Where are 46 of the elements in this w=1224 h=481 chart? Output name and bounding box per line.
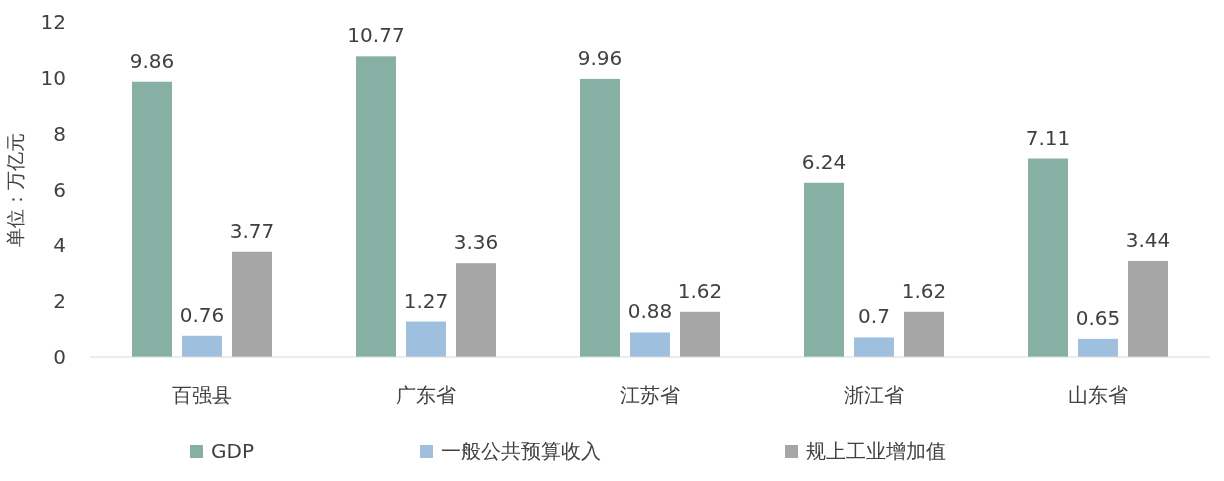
bar [182, 335, 222, 357]
data-label: 3.44 [1125, 227, 1171, 252]
data-label: 1.62 [901, 278, 947, 303]
bar [1078, 338, 1118, 357]
x-tick-label: 百强县 [172, 383, 232, 407]
bar [232, 251, 272, 357]
legend-label: 规上工业增加值 [806, 439, 946, 463]
bar [804, 182, 844, 357]
y-tick-label: 2 [53, 289, 66, 314]
bar [630, 332, 670, 357]
y-tick-label: 0 [53, 345, 66, 369]
data-label: 1.27 [403, 288, 449, 313]
data-label: 10.77 [347, 23, 405, 48]
y-tick-label: 8 [53, 121, 66, 146]
data-label: 0.65 [1075, 305, 1121, 330]
data-label: 0.7 [858, 304, 890, 329]
bar [132, 81, 172, 357]
bar [356, 56, 396, 357]
data-label: 1.62 [677, 278, 723, 303]
data-label: 3.77 [229, 218, 275, 243]
legend-label: 一般公共预算收入 [441, 439, 601, 463]
y-tick-label: 6 [53, 177, 66, 202]
data-label: 0.76 [179, 302, 225, 327]
bar [580, 78, 620, 357]
bar [854, 337, 894, 357]
legend-label: GDP [211, 439, 254, 463]
x-tick-label: 山东省 [1068, 383, 1128, 407]
data-label: 9.96 [577, 45, 623, 70]
bar [456, 263, 496, 357]
data-label: 9.86 [129, 48, 175, 73]
data-label: 0.88 [627, 299, 673, 324]
x-tick-label: 浙江省 [844, 383, 904, 407]
y-tick-label: 10 [40, 65, 66, 90]
data-label: 7.11 [1025, 125, 1071, 150]
y-tick-label: 12 [40, 10, 66, 34]
x-tick-label: 江苏省 [620, 383, 680, 407]
bar [1128, 260, 1168, 357]
bar [406, 321, 446, 357]
x-tick-label: 广东省 [396, 383, 456, 407]
bar [1028, 158, 1068, 357]
data-label: 3.36 [453, 230, 499, 255]
y-axis-title: 单位：万亿元 [4, 132, 26, 247]
bar [680, 311, 720, 357]
y-tick-label: 4 [53, 233, 66, 258]
bar [904, 311, 944, 357]
data-label: 6.24 [801, 149, 847, 174]
